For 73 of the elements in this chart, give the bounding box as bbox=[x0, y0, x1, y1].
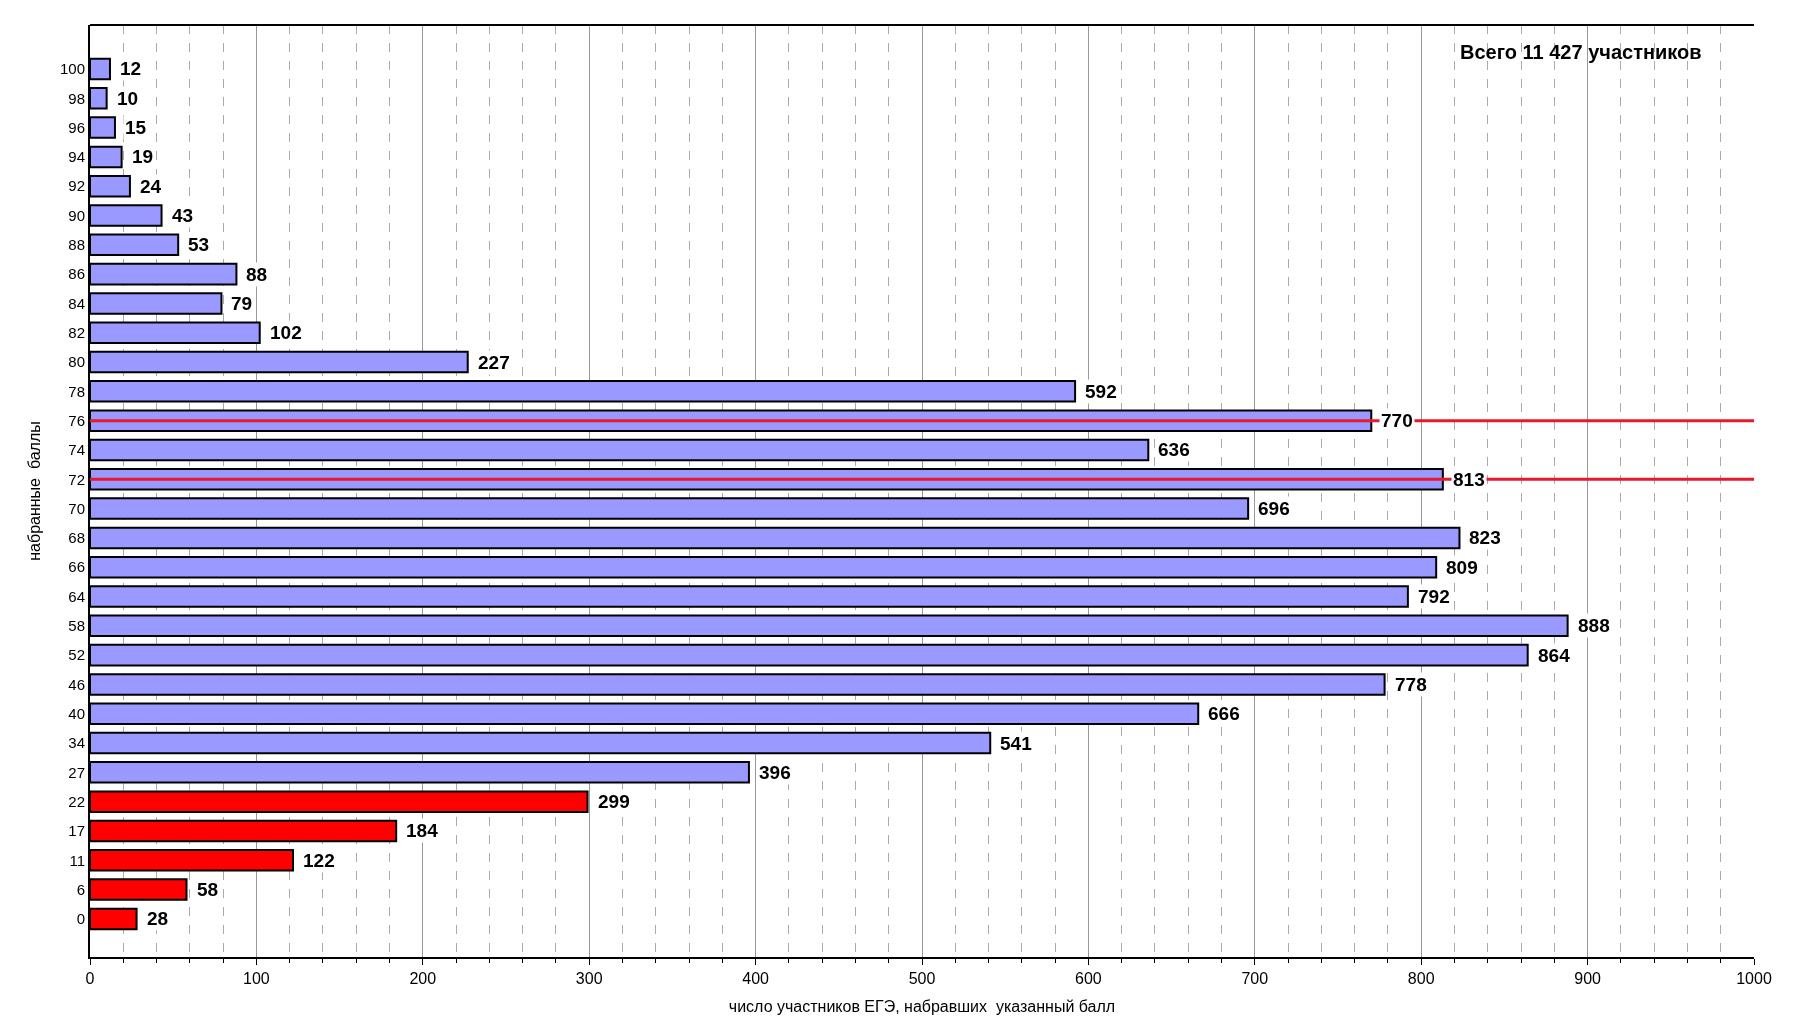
y-tick-label: 82 bbox=[68, 323, 85, 341]
data-label: 792 bbox=[1418, 586, 1450, 607]
data-label: 12 bbox=[120, 58, 142, 79]
y-tick-label: 78 bbox=[68, 382, 85, 400]
y-tick-label: 68 bbox=[68, 529, 85, 547]
x-tick-label: 300 bbox=[575, 970, 603, 988]
data-label: 53 bbox=[188, 234, 210, 255]
data-label: 15 bbox=[125, 117, 147, 138]
data-label: 813 bbox=[1453, 469, 1485, 490]
data-label: 122 bbox=[303, 850, 335, 871]
y-tick-label: 27 bbox=[68, 763, 85, 781]
data-label: 636 bbox=[1158, 439, 1190, 460]
data-label: 823 bbox=[1469, 527, 1501, 548]
data-label: 43 bbox=[172, 205, 194, 226]
y-tick-label: 52 bbox=[68, 646, 85, 664]
y-tick-label: 11 bbox=[69, 851, 85, 869]
y-tick-label: 74 bbox=[68, 441, 85, 459]
data-label: 24 bbox=[140, 176, 162, 197]
data-label: 19 bbox=[132, 146, 154, 167]
x-tick-label: 700 bbox=[1241, 970, 1269, 988]
y-tick-label: 88 bbox=[68, 236, 85, 254]
y-tick-label: 66 bbox=[68, 558, 85, 576]
data-label: 88 bbox=[246, 264, 268, 285]
y-tick-label: 0 bbox=[76, 910, 85, 928]
y-axis-title: набранные баллы bbox=[26, 421, 44, 561]
data-label: 184 bbox=[406, 820, 439, 841]
data-label: 541 bbox=[1000, 733, 1033, 754]
data-label: 10 bbox=[117, 88, 139, 109]
y-tick-label: 94 bbox=[68, 148, 85, 166]
y-tick-label: 46 bbox=[68, 675, 85, 693]
y-tick-label: 70 bbox=[68, 499, 85, 517]
y-tick-label: 40 bbox=[68, 704, 85, 722]
data-label: 770 bbox=[1381, 410, 1413, 431]
y-tick-label: 98 bbox=[68, 89, 85, 107]
data-label: 778 bbox=[1395, 674, 1427, 695]
y-tick-label: 64 bbox=[68, 587, 85, 605]
y-tick-label: 86 bbox=[68, 265, 85, 283]
x-tick-label: 900 bbox=[1574, 970, 1602, 988]
y-tick-label: 17 bbox=[68, 822, 85, 840]
data-label: 299 bbox=[598, 791, 630, 812]
data-label: 58 bbox=[197, 879, 219, 900]
y-tick-label: 72 bbox=[68, 470, 85, 488]
data-label: 809 bbox=[1446, 557, 1478, 578]
x-tick-label: 500 bbox=[908, 970, 936, 988]
data-label: 592 bbox=[1085, 381, 1117, 402]
data-label: 396 bbox=[759, 762, 791, 783]
annotation: Всего 11 427 участников bbox=[1460, 41, 1702, 63]
y-tick-label: 100 bbox=[59, 60, 85, 78]
x-tick-label: 100 bbox=[243, 970, 270, 988]
data-label: 666 bbox=[1208, 703, 1240, 724]
y-tick-label: 90 bbox=[68, 206, 85, 224]
x-axis-title: число участников ЕГЭ, набравших указанный балл bbox=[728, 998, 1116, 1016]
x-tick-label: 200 bbox=[409, 970, 437, 988]
y-tick-label: 92 bbox=[68, 177, 85, 195]
y-tick-label: 58 bbox=[68, 617, 85, 635]
x-tick-label: 400 bbox=[742, 970, 770, 988]
y-tick-label: 76 bbox=[68, 411, 85, 429]
x-tick-label: 1000 bbox=[1736, 970, 1772, 988]
data-label: 102 bbox=[270, 322, 302, 343]
y-tick-label: 84 bbox=[68, 294, 85, 312]
y-tick-label: 96 bbox=[68, 118, 85, 136]
data-label: 864 bbox=[1538, 645, 1571, 666]
y-tick-label: 34 bbox=[68, 734, 85, 752]
y-tick-label: 6 bbox=[76, 880, 85, 898]
data-label: 696 bbox=[1258, 498, 1290, 519]
data-label: 79 bbox=[231, 293, 253, 314]
x-tick-label: 800 bbox=[1407, 970, 1435, 988]
data-label: 888 bbox=[1578, 615, 1610, 636]
data-label: 28 bbox=[147, 908, 169, 929]
y-tick-label: 80 bbox=[68, 353, 85, 371]
data-label: 227 bbox=[478, 352, 510, 373]
y-tick-label: 22 bbox=[68, 792, 85, 810]
x-tick-label: 600 bbox=[1075, 970, 1102, 988]
